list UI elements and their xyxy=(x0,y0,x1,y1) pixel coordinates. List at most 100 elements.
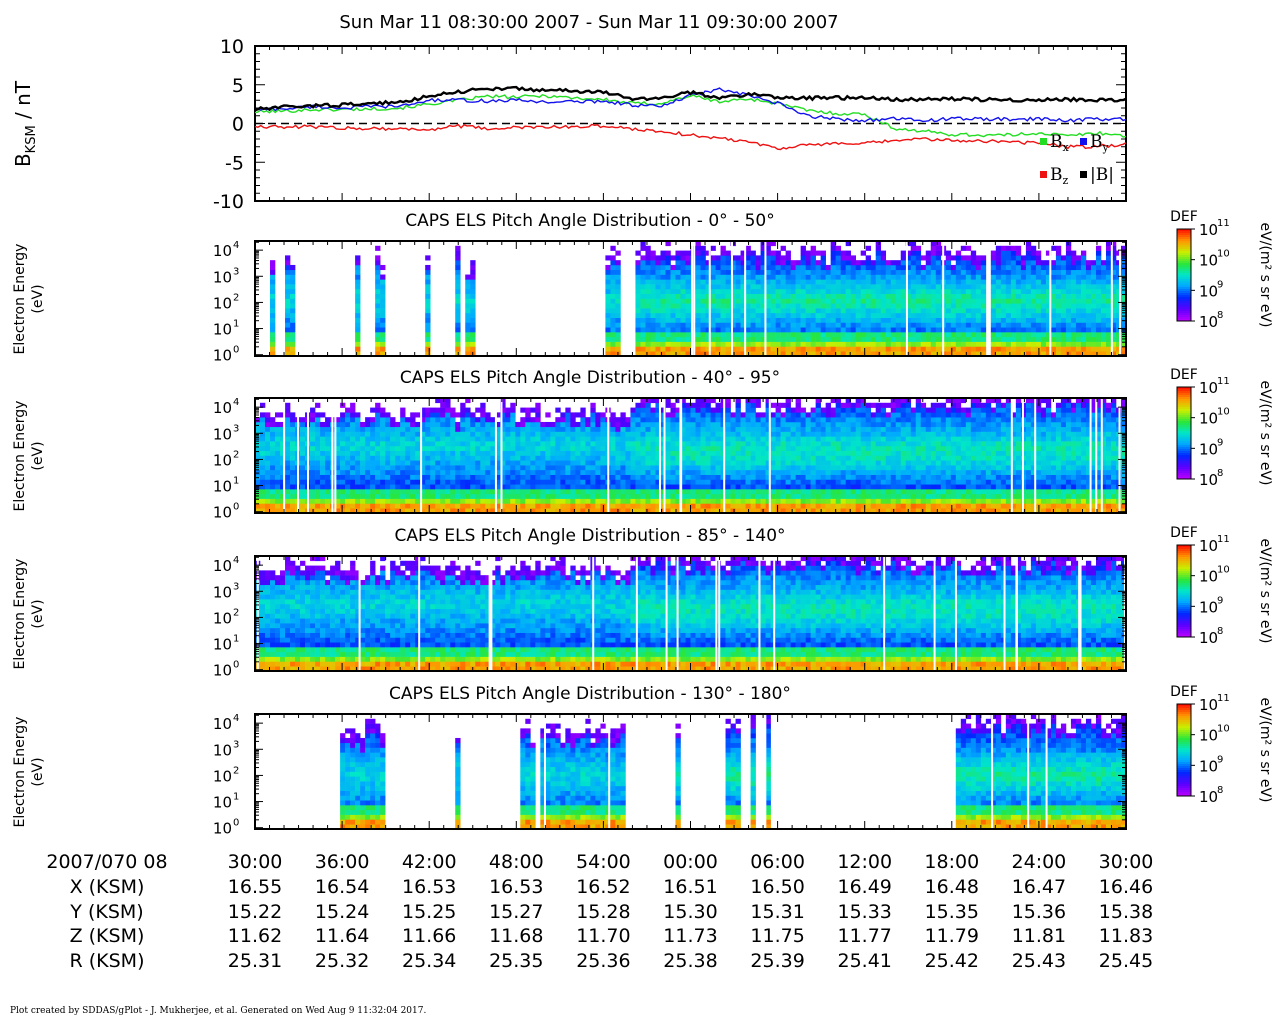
heatmap-cell xyxy=(1035,303,1042,309)
heatmap-cell xyxy=(1000,308,1007,314)
heatmap-cell xyxy=(475,474,481,480)
heatmap-cell xyxy=(350,460,356,466)
heatmap-cell xyxy=(585,469,591,475)
heatmap-cell xyxy=(895,351,902,357)
heatmap-cell xyxy=(730,351,736,357)
heatmap-cell xyxy=(960,288,967,295)
heatmap-cell xyxy=(645,303,651,309)
heatmap-cell xyxy=(670,493,676,499)
heatmap-cell xyxy=(720,426,726,432)
heatmap-cell xyxy=(1005,298,1012,304)
heatmap-cell xyxy=(665,346,671,352)
heatmap-cell xyxy=(1050,346,1057,352)
heatmap-cell xyxy=(970,269,977,275)
heatmap-cell xyxy=(765,332,771,338)
heatmap-cell xyxy=(790,332,796,338)
heatmap-cell xyxy=(910,312,917,318)
heatmap-cell xyxy=(1075,298,1082,304)
heatmap-cell xyxy=(490,484,496,490)
heatmap-cell xyxy=(425,332,431,338)
heatmap-cell xyxy=(520,489,526,495)
heatmap-cell xyxy=(350,445,356,452)
heatmap-cell xyxy=(505,450,511,456)
heatmap-cell xyxy=(1000,264,1007,271)
heatmap-cell xyxy=(565,441,571,447)
heatmap-cell xyxy=(1080,322,1087,328)
heatmap-cell xyxy=(275,503,281,509)
heatmap-cell xyxy=(525,445,531,452)
colorbar-step xyxy=(1177,267,1191,270)
heatmap-cell xyxy=(590,474,596,480)
heatmap-cell xyxy=(440,474,446,480)
heatmap-cell xyxy=(745,336,751,342)
heatmap-cell xyxy=(735,264,741,271)
heatmap-cell xyxy=(925,293,932,299)
heatmap-cell xyxy=(760,332,766,338)
heatmap-cell xyxy=(865,284,872,290)
heatmap-cell xyxy=(500,398,506,404)
heatmap-cell xyxy=(1110,298,1117,304)
heatmap-cell xyxy=(660,346,666,352)
heatmap-cell xyxy=(285,460,291,466)
heatmap-cell xyxy=(1025,250,1032,256)
heatmap-cell xyxy=(770,255,776,261)
heatmap-cell xyxy=(340,484,346,490)
heatmap-cell xyxy=(1100,279,1107,285)
heatmap-cell xyxy=(640,351,646,357)
heatmap-cell xyxy=(420,465,426,471)
heatmap-cell xyxy=(265,460,271,466)
heatmap-cell xyxy=(895,303,902,309)
heatmap-cell xyxy=(1080,317,1087,323)
heatmap-cell xyxy=(480,421,486,428)
heatmap-cell xyxy=(635,489,641,495)
heatmap-cell xyxy=(750,308,756,314)
heatmap-cell xyxy=(650,412,656,418)
heatmap-cell xyxy=(725,336,731,342)
heatmap-cell xyxy=(720,508,726,514)
heatmap-cell xyxy=(580,426,586,432)
heatmap-cell xyxy=(615,308,621,314)
heatmap-cell xyxy=(820,274,826,280)
heatmap-cell xyxy=(785,341,791,347)
heatmap-cell xyxy=(680,264,686,271)
heatmap-cell xyxy=(1000,245,1007,251)
heatmap-cell xyxy=(440,503,446,509)
heatmap-cell xyxy=(820,298,826,304)
heatmap-cell xyxy=(865,341,872,347)
heatmap-cell xyxy=(795,332,801,338)
heatmap-cell xyxy=(290,469,296,475)
heatmap-cell xyxy=(755,332,761,338)
data-gap xyxy=(385,241,388,356)
heatmap-cell xyxy=(635,303,641,309)
heatmap-cell xyxy=(620,493,626,499)
heatmap-cell xyxy=(890,332,897,338)
heatmap-cell xyxy=(285,407,291,413)
heatmap-cell xyxy=(790,322,796,328)
heatmap-cell xyxy=(1040,279,1047,285)
heatmap-cell xyxy=(725,255,731,261)
heatmap-cell xyxy=(435,441,441,447)
heatmap-cell xyxy=(1085,284,1092,290)
heatmap-cell xyxy=(485,493,491,499)
heatmap-cell xyxy=(750,322,756,328)
heatmap-cell xyxy=(800,250,806,256)
heatmap-cell xyxy=(695,269,701,275)
heatmap-cell xyxy=(285,336,291,342)
heatmap-cell xyxy=(715,479,721,485)
heatmap-cell xyxy=(290,298,296,304)
colorbar-step xyxy=(1177,309,1191,312)
heatmap-cell xyxy=(290,450,296,456)
heatmap-cell xyxy=(505,436,511,442)
heatmap-cell xyxy=(775,284,781,290)
heatmap-cell xyxy=(640,269,646,275)
heatmap-cell xyxy=(455,327,461,333)
heatmap-cell xyxy=(355,288,361,295)
heatmap-cell xyxy=(680,303,686,309)
heatmap-cell xyxy=(375,508,381,514)
heatmap-cell xyxy=(365,436,371,442)
heatmap-cell xyxy=(580,489,586,495)
heatmap-cell xyxy=(1090,264,1097,271)
heatmap-cell xyxy=(525,455,531,461)
heatmap-cell xyxy=(535,508,541,514)
heatmap-cell xyxy=(410,508,416,514)
